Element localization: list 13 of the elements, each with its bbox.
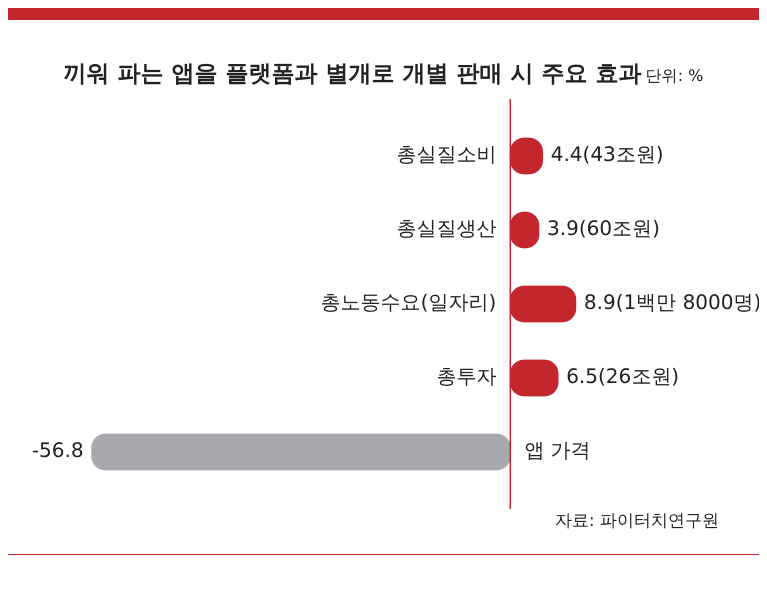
data-label: 6.5(26조원) bbox=[566, 364, 680, 388]
y-tick-label: 앱 가격 bbox=[524, 438, 591, 462]
y-tick-label: 총노동수요(일자리) bbox=[320, 290, 496, 314]
y-tick-label: 총투자 bbox=[436, 364, 496, 388]
chart-title: 끼워 파는 앱을 플랫폼과 별개로 개별 판매 시 주요 효과 bbox=[64, 60, 642, 89]
bar bbox=[91, 434, 511, 470]
y-tick-label: 총실질생산 bbox=[396, 216, 496, 240]
data-label: 4.4(43조원) bbox=[550, 142, 664, 166]
text: 자료: 파이터치연구원 bbox=[554, 510, 719, 532]
y-tick-label: 총실질소비 bbox=[396, 142, 496, 166]
data-label: -56.8 bbox=[32, 438, 84, 462]
data-label: 3.9(60조원) bbox=[547, 216, 660, 240]
text: 단위: % bbox=[646, 66, 704, 87]
